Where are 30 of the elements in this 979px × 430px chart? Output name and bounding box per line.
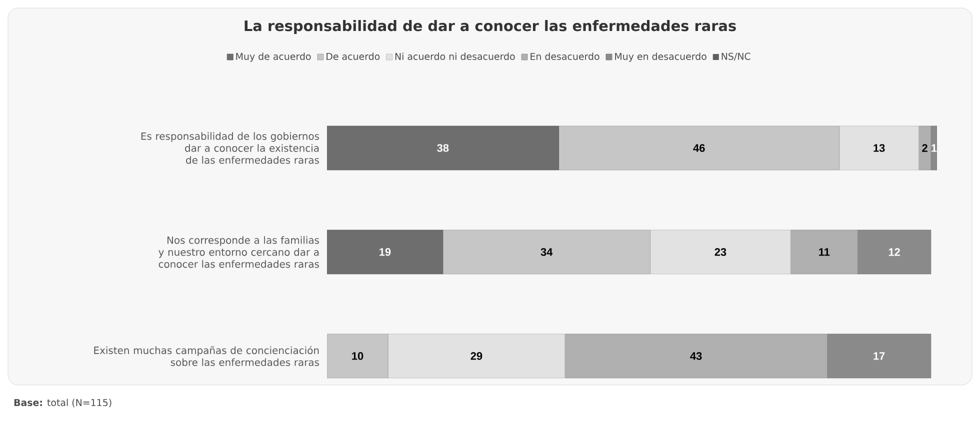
data-label: 17	[874, 352, 885, 360]
text: Base: total (N=115)	[14, 398, 112, 408]
legend-label: NS/NC	[722, 52, 750, 61]
y-tick-label: Nos corresponde a las familias y nuestro entorno cercano dar a conocer las enfermedades raras	[158, 236, 320, 268]
legend-label: De acuerdo	[326, 52, 380, 60]
data-label: 12	[888, 248, 900, 256]
bar	[327, 126, 560, 170]
data-label: 2	[922, 144, 928, 152]
data-label: 46	[693, 144, 705, 152]
data-label: 43	[690, 352, 702, 360]
legend-label: En desacuerdo	[530, 52, 600, 60]
data-label: 34	[540, 248, 553, 256]
legend-label: Ni acuerdo ni desacuerdo	[395, 52, 515, 60]
legend-label: Muy de acuerdo	[236, 52, 311, 62]
data-label: 11	[819, 248, 830, 256]
bar	[327, 230, 444, 274]
chart-title: La responsabilidad de dar a conocer las enfermedades raras	[244, 20, 736, 34]
data-label: 23	[714, 248, 726, 256]
data-label: 1	[932, 144, 937, 152]
data-label: 10	[352, 352, 364, 360]
y-tick-label: Existen muchas campañas de concienciación sobre las enfermedades raras	[94, 346, 319, 366]
data-label: 13	[874, 144, 885, 152]
data-label: 19	[380, 248, 391, 256]
data-label: 38	[437, 144, 449, 152]
y-tick-label: Es responsabilidad de los gobiernos dar a conocer la existencia de las enfermedades raras	[141, 132, 320, 164]
bar	[327, 334, 388, 378]
legend-label: Muy en desacuerdo	[615, 52, 706, 62]
data-label: 29	[470, 352, 482, 360]
bar	[442, 230, 651, 274]
bar	[558, 126, 840, 170]
